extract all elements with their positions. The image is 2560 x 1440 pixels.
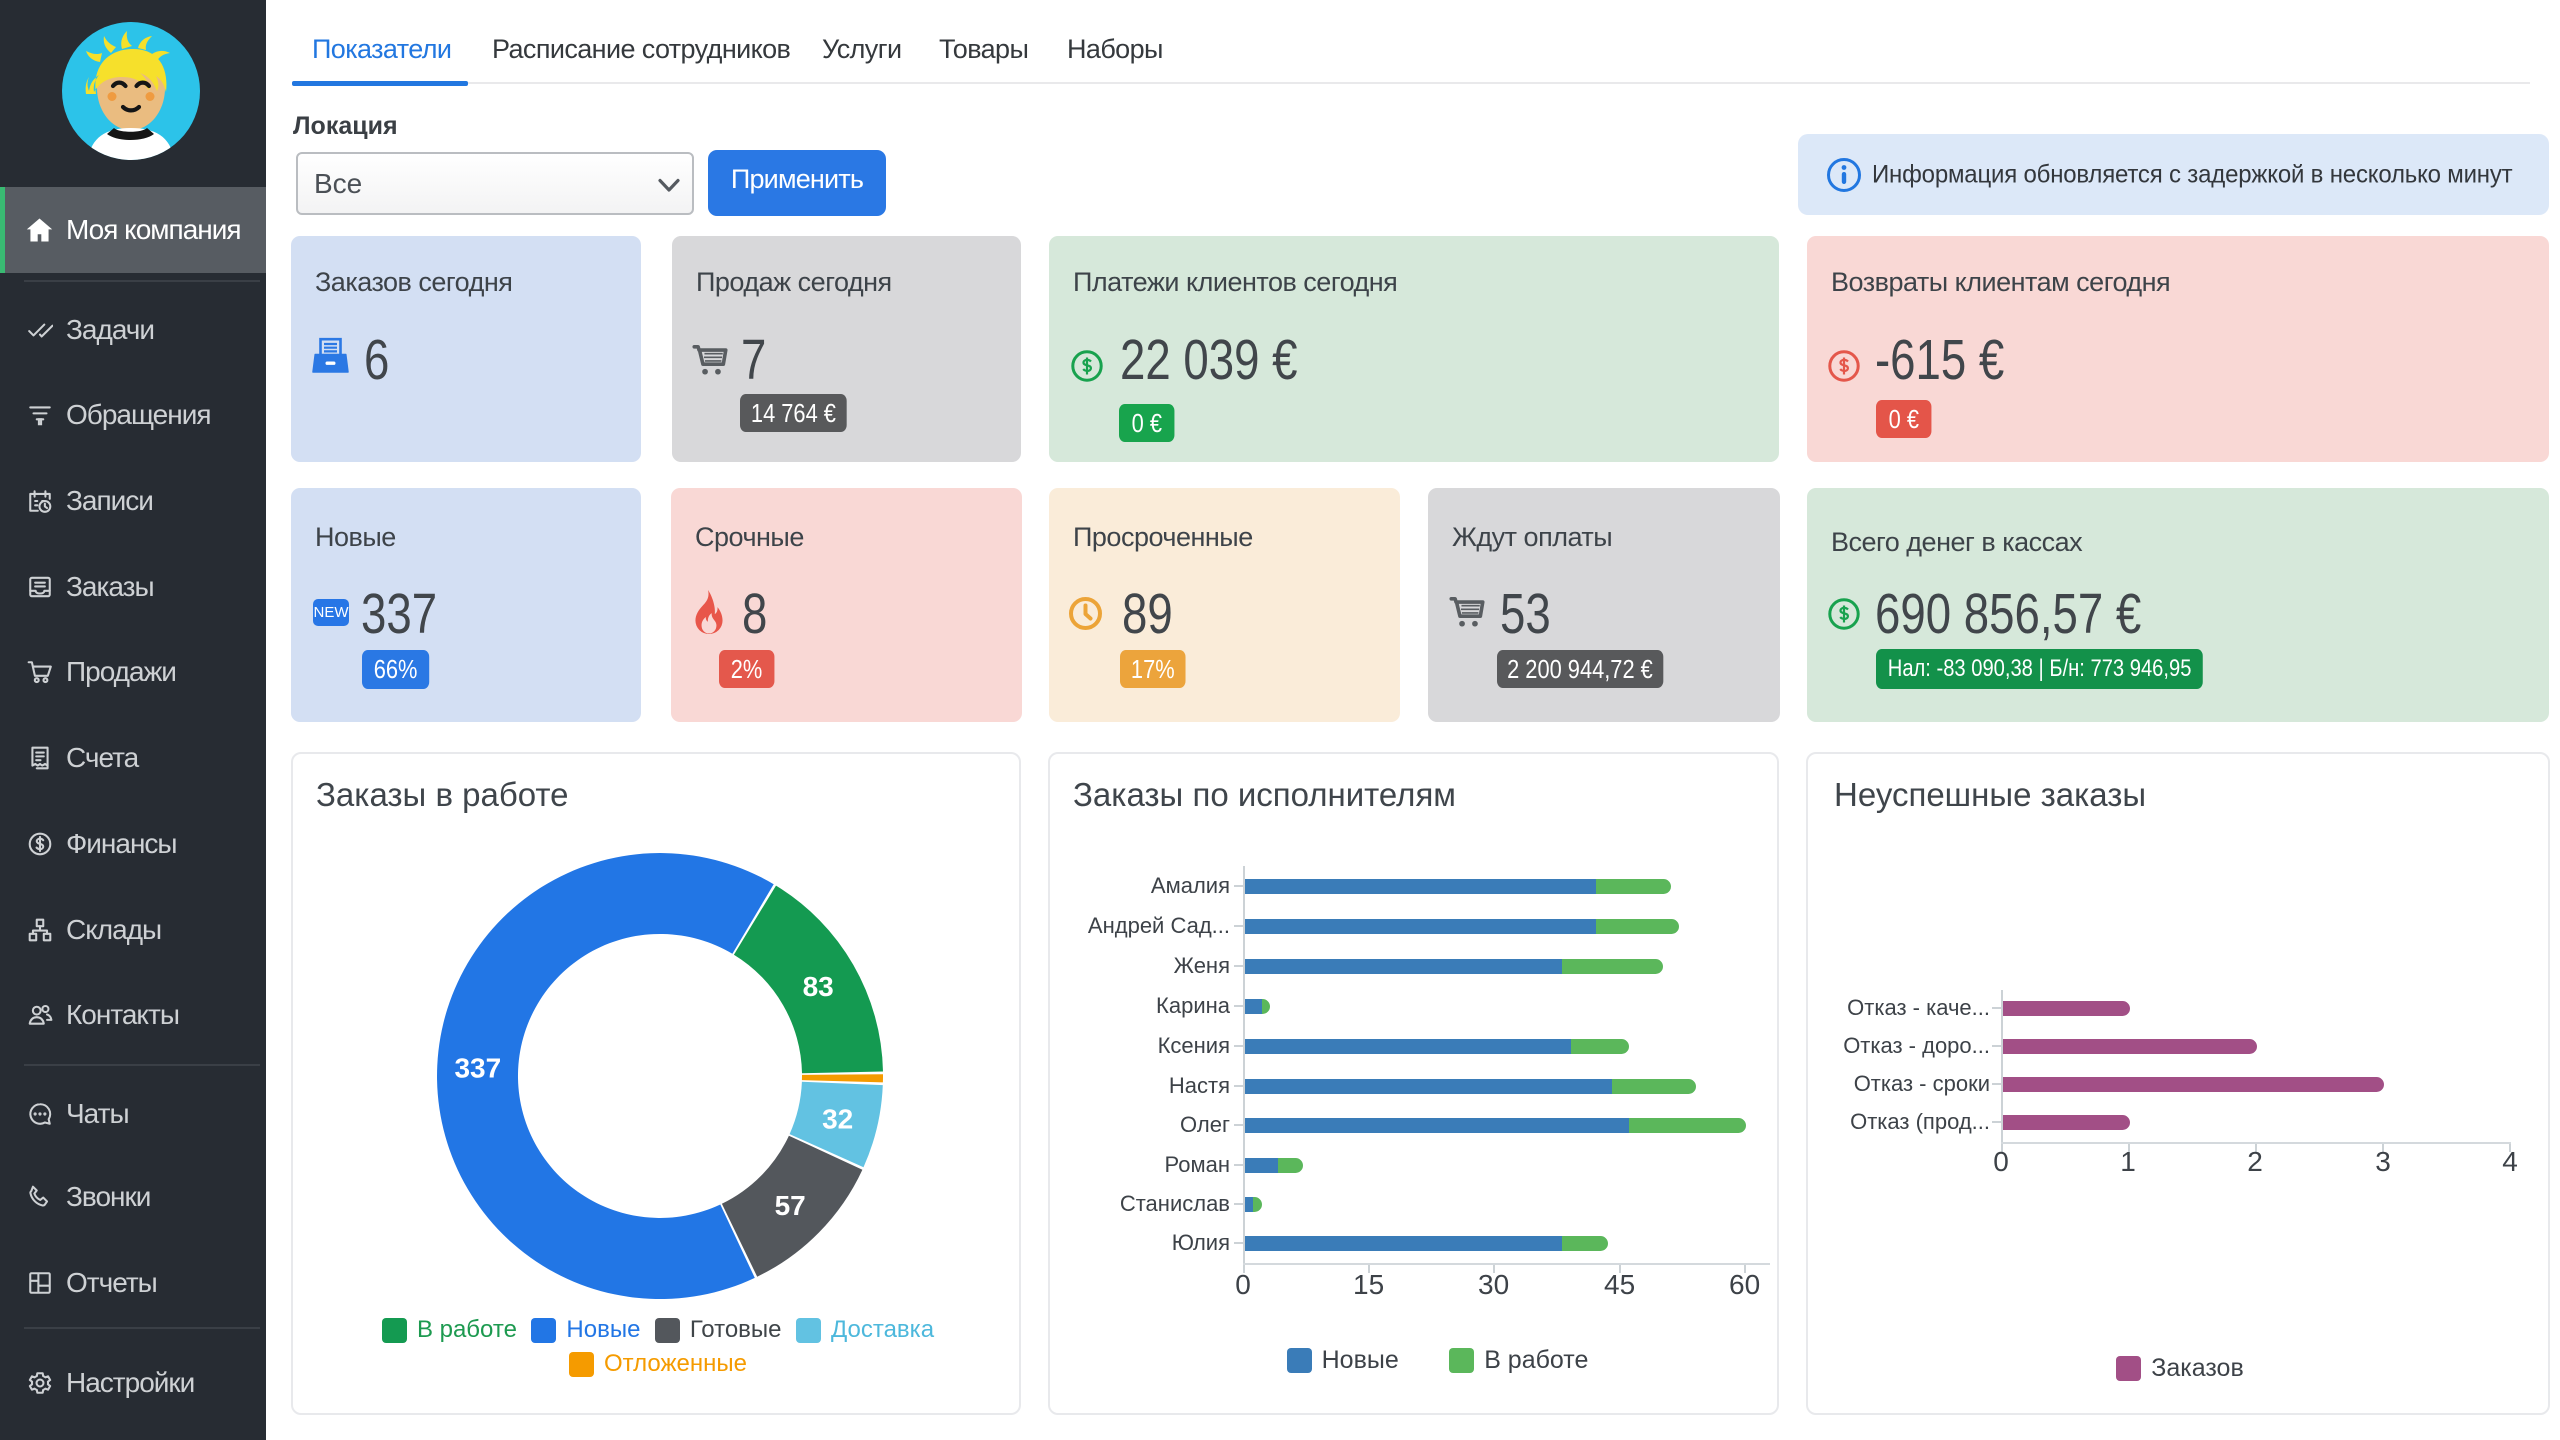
svg-text:83: 83 <box>803 971 834 1002</box>
svg-text:32: 32 <box>822 1104 853 1135</box>
svg-text:57: 57 <box>775 1190 806 1221</box>
svg-text:337: 337 <box>454 1052 501 1083</box>
